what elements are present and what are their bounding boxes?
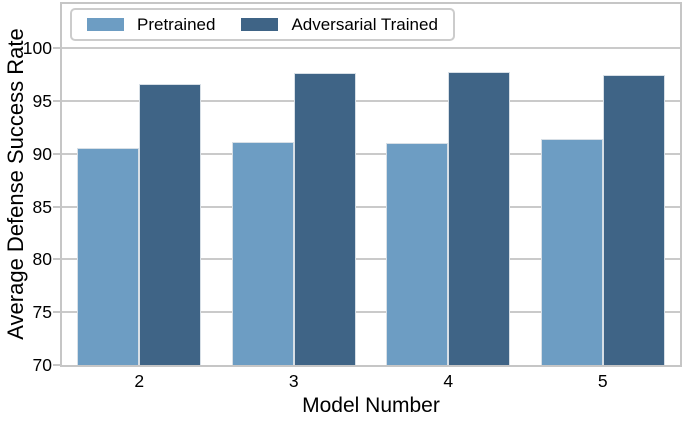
legend-swatch-pretrained bbox=[87, 18, 124, 31]
bar-pretrained bbox=[540, 139, 603, 365]
bar-adversarial-trained bbox=[139, 84, 202, 365]
gridline bbox=[62, 100, 680, 103]
gridline bbox=[62, 311, 680, 314]
y-tick-mark bbox=[53, 205, 60, 208]
y-tick-label: 80 bbox=[32, 249, 52, 270]
bar-adversarial-trained bbox=[448, 71, 511, 365]
bar-pretrained bbox=[77, 147, 140, 365]
gridline bbox=[62, 47, 680, 50]
y-tick-mark bbox=[53, 152, 60, 155]
gridline bbox=[62, 258, 680, 261]
legend-label: Adversarial Trained bbox=[291, 14, 438, 34]
y-tick-mark bbox=[53, 47, 60, 50]
y-tick-label: 70 bbox=[32, 355, 52, 375]
x-tick-label: 4 bbox=[443, 371, 454, 391]
bar-pretrained bbox=[386, 143, 449, 365]
legend-entry: Adversarial Trained bbox=[241, 14, 438, 35]
legend-label: Pretrained bbox=[137, 14, 216, 34]
gridline bbox=[62, 205, 680, 208]
y-axis-label: Average Defense Success Rate bbox=[3, 28, 28, 340]
y-tick-mark bbox=[53, 364, 60, 366]
bar-pretrained bbox=[231, 142, 294, 365]
y-tick-label: 85 bbox=[32, 196, 52, 217]
y-tick-label: 95 bbox=[32, 91, 52, 112]
x-axis-label: Model Number bbox=[302, 394, 440, 417]
y-tick-label: 75 bbox=[32, 302, 52, 323]
legend-entry: Pretrained bbox=[87, 15, 215, 35]
y-tick-mark bbox=[53, 100, 60, 103]
y-tick-label: 100 bbox=[22, 38, 52, 59]
x-tick-label: 2 bbox=[134, 371, 145, 391]
x-tick-label: 3 bbox=[288, 371, 299, 391]
plot-area: Pretrained Adversarial Trained bbox=[60, 2, 682, 367]
legend: Pretrained Adversarial Trained bbox=[70, 8, 455, 41]
bar-adversarial-trained bbox=[602, 74, 665, 365]
gridline bbox=[62, 152, 680, 155]
bar-adversarial-trained bbox=[293, 72, 356, 365]
y-tick-mark bbox=[53, 311, 60, 314]
y-tick-label: 90 bbox=[32, 143, 52, 164]
x-tick-label: 5 bbox=[597, 371, 608, 391]
legend-swatch-adversarial-trained bbox=[241, 18, 279, 31]
y-tick-mark bbox=[53, 258, 60, 261]
